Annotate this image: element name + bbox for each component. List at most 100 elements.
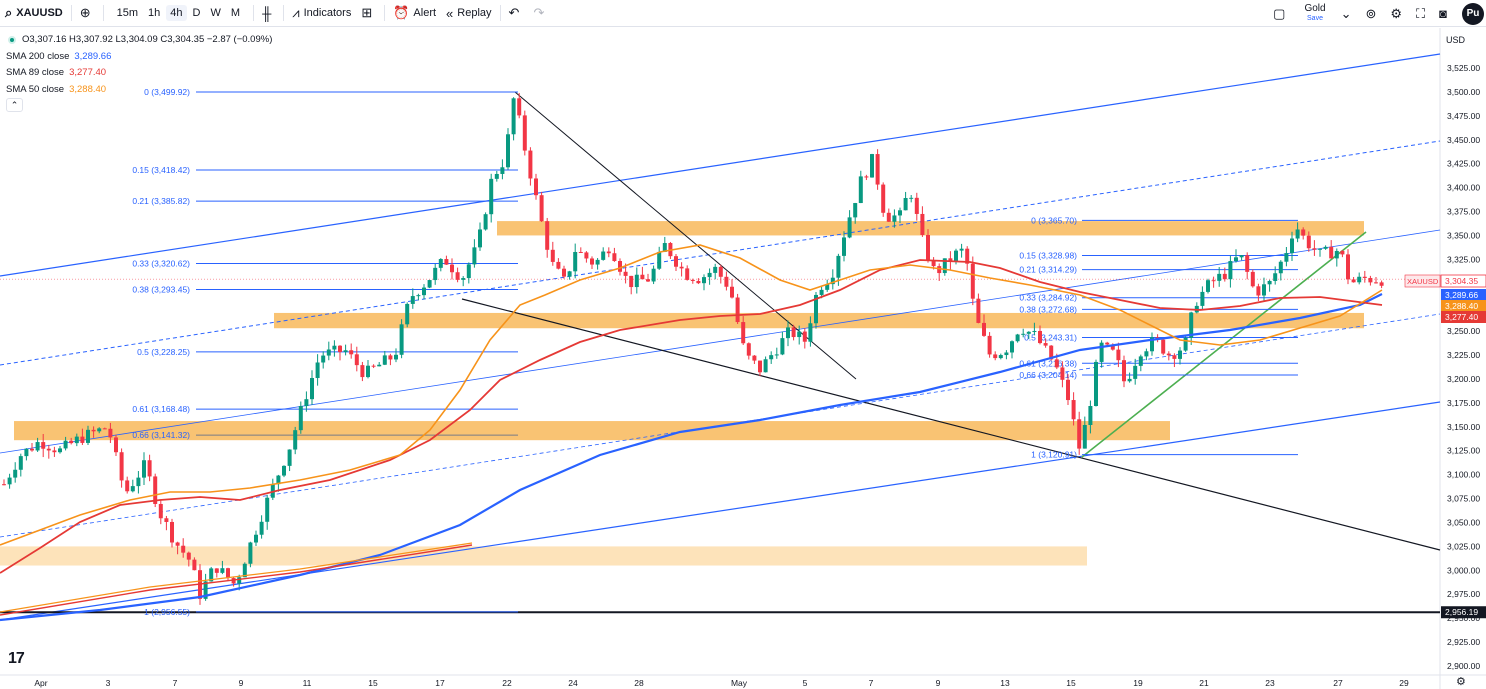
- legend-collapse-button[interactable]: ⌃: [6, 98, 23, 112]
- candle-body: [987, 335, 992, 355]
- candle-body: [450, 264, 454, 273]
- candle-body: [405, 303, 410, 325]
- candle-body: [769, 355, 774, 360]
- axis-settings-icon[interactable]: ⚙: [1456, 676, 1466, 688]
- candle-body: [696, 280, 701, 284]
- timeframe-m[interactable]: M: [230, 7, 241, 19]
- candle-body: [186, 552, 191, 560]
- candle-body: [231, 578, 236, 584]
- candle-body: [685, 268, 690, 280]
- timeframe-1h[interactable]: 1h: [148, 7, 161, 19]
- avatar[interactable]: Pu: [1462, 2, 1484, 25]
- fib-level-label: 0.38 (3,293.45): [132, 285, 190, 295]
- layout-name-button[interactable]: Gold Save: [1294, 2, 1335, 24]
- candle-body: [1099, 342, 1104, 362]
- candle-body: [438, 259, 443, 268]
- candle-body: [203, 581, 208, 599]
- undo-button[interactable]: ↶: [504, 0, 529, 27]
- candle-body: [875, 154, 880, 185]
- layout-name: Gold: [1304, 2, 1326, 14]
- candle-body: [349, 350, 354, 355]
- indicators-button[interactable]: ⩘ Indicators: [287, 0, 356, 27]
- candle-body: [1290, 238, 1294, 254]
- quick-search-button[interactable]: ⊚: [1360, 0, 1385, 27]
- timeframe-15m[interactable]: 15m: [116, 7, 139, 19]
- layout-menu-button[interactable]: ⌄: [1336, 0, 1361, 27]
- price-axis-label: 3,200.00: [1447, 374, 1480, 384]
- candle-body: [657, 251, 662, 269]
- price-chart[interactable]: 0 (3,499.92) 0.15 (3,418.42) 0.21 (3,385.8…: [0, 28, 1486, 689]
- candle-body: [595, 259, 600, 265]
- time-axis-label: 13: [1000, 678, 1010, 688]
- add-symbol-button[interactable]: ⊕: [75, 0, 100, 27]
- toolbar-right: ▢ Gold Save ⌄ ⊚ ⚙ ⛶ ◙ Pu: [1268, 0, 1486, 27]
- candle-body: [265, 497, 270, 522]
- time-axis-label: 3: [106, 678, 111, 688]
- candle-body: [752, 355, 757, 361]
- candle-body: [1318, 248, 1322, 250]
- indicator-sma89[interactable]: SMA 89 close 3,277.40: [6, 65, 272, 82]
- candle-body: [1144, 351, 1149, 357]
- candle-body: [209, 568, 214, 582]
- candle-body: [1357, 276, 1362, 283]
- candle-body: [1127, 378, 1132, 382]
- layout-button[interactable]: ▢: [1268, 0, 1294, 27]
- timeframe-4h[interactable]: 4h: [166, 5, 187, 21]
- candle-body: [1278, 261, 1283, 274]
- candle-body: [427, 280, 432, 288]
- candle-body: [629, 275, 634, 288]
- candle-body: [338, 345, 342, 353]
- candle-body: [237, 577, 242, 584]
- channel-lower-line: [0, 401, 1441, 621]
- candle-body: [343, 350, 348, 353]
- candle-body: [170, 521, 174, 543]
- candle-body: [735, 297, 740, 323]
- indicator-sma50[interactable]: SMA 50 close 3,288.40: [6, 82, 272, 99]
- candle-body: [1200, 291, 1205, 306]
- toolbar-divider: [384, 5, 386, 21]
- add-symbol-icon: ⊕: [79, 5, 91, 20]
- candle-body: [612, 253, 617, 262]
- fullscreen-button[interactable]: ⛶: [1411, 0, 1434, 27]
- time-axis-label: 7: [869, 678, 874, 688]
- ma-stub-line: [0, 544, 473, 616]
- price-axis-label: 3,350.00: [1447, 230, 1480, 240]
- fib-level-label: 0.61 (3,168.48): [132, 404, 190, 414]
- timeframe-w[interactable]: W: [210, 7, 221, 19]
- candle-body: [634, 274, 639, 288]
- candle-body: [1334, 250, 1339, 259]
- replay-button[interactable]: « Replay: [441, 0, 496, 27]
- currency-label[interactable]: USD: [1446, 35, 1466, 45]
- candle-body: [366, 365, 370, 378]
- redo-button[interactable]: ↷: [528, 0, 553, 27]
- search-icon: ⌕: [5, 5, 13, 20]
- candle-body: [478, 229, 482, 248]
- candle-body: [58, 448, 62, 453]
- candle-body: [1217, 273, 1222, 281]
- templates-button[interactable]: ⊞: [356, 0, 381, 27]
- candle-body: [248, 542, 253, 564]
- candle-body: [713, 266, 718, 273]
- candle-body: [847, 217, 852, 238]
- toolbar-divider: [499, 5, 501, 21]
- snapshot-button[interactable]: ◙: [1434, 0, 1456, 27]
- timeframe-d[interactable]: D: [192, 7, 201, 19]
- candle-body: [164, 518, 169, 522]
- candle-body: [881, 184, 886, 213]
- settings-button[interactable]: ⚙: [1385, 0, 1411, 27]
- candle-body: [1379, 282, 1384, 286]
- candle-body: [130, 486, 135, 492]
- indicator-sma200[interactable]: SMA 200 close 3,289.66: [6, 49, 272, 66]
- bar-style-button[interactable]: ╫: [257, 0, 280, 27]
- price-axis-label: 3,100.00: [1447, 470, 1480, 480]
- candle-body: [433, 267, 438, 281]
- symbol-search[interactable]: ⌕ XAUUSD: [0, 0, 68, 27]
- time-axis-label: 19: [1133, 678, 1143, 688]
- candle-body: [153, 476, 158, 504]
- candle-body: [870, 154, 874, 178]
- candle-body: [858, 176, 863, 204]
- alert-button[interactable]: ⏰ Alert: [388, 0, 441, 27]
- top-toolbar: ⌕ XAUUSD ⊕ 15m 1h 4h D W M ╫ ⩘ Indicator…: [0, 0, 1486, 27]
- fib-level-label: 1 (2,956.55): [144, 607, 190, 617]
- time-axis-label: 21: [1199, 678, 1209, 688]
